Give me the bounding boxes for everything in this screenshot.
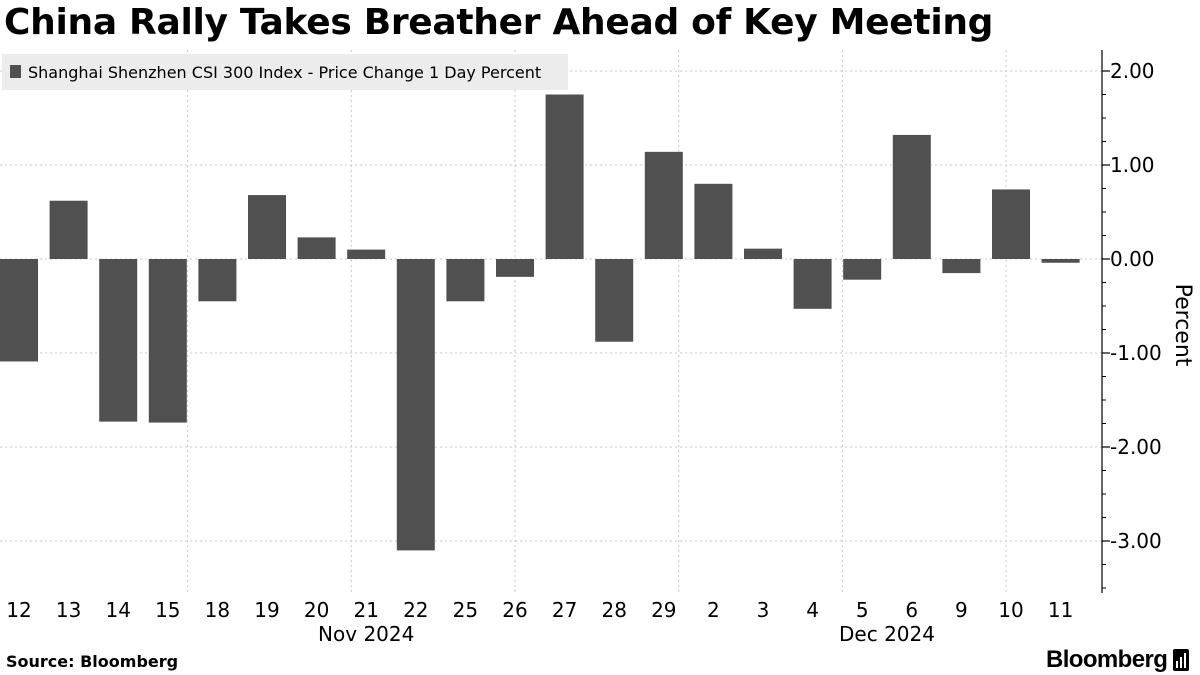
x-tick-label: 11 bbox=[1048, 598, 1073, 622]
bar-19 bbox=[248, 195, 286, 259]
brand-text: Bloomberg bbox=[1046, 646, 1168, 673]
x-tick-label: 29 bbox=[651, 598, 676, 622]
bars bbox=[0, 94, 1080, 551]
bar-5 bbox=[843, 259, 882, 280]
x-tick-label: 28 bbox=[601, 598, 626, 622]
x-tick-label: 13 bbox=[56, 598, 81, 622]
bar-10 bbox=[992, 189, 1030, 259]
bar-6 bbox=[892, 134, 931, 259]
y-tick-label: -2.00 bbox=[1110, 435, 1162, 459]
x-tick-label: 26 bbox=[502, 598, 527, 622]
bar-21 bbox=[347, 249, 386, 259]
x-tick-label: 19 bbox=[254, 598, 279, 622]
bloomberg-logo-icon bbox=[1173, 649, 1190, 671]
x-tick-label: 10 bbox=[998, 598, 1023, 622]
x-tick-label: 22 bbox=[403, 598, 428, 622]
legend: Shanghai Shenzhen CSI 300 Index - Price … bbox=[2, 54, 568, 90]
x-month-label: Nov 2024 bbox=[318, 622, 414, 646]
bar-26 bbox=[496, 259, 534, 277]
x-tick-label: 5 bbox=[856, 598, 869, 622]
x-tick-label: 21 bbox=[353, 598, 378, 622]
x-tick-label: 14 bbox=[105, 598, 130, 622]
x-tick-label: 27 bbox=[552, 598, 577, 622]
bloomberg-logo: Bloomberg bbox=[1046, 646, 1190, 674]
x-tick-label: 9 bbox=[955, 598, 968, 622]
x-tick-label: 12 bbox=[6, 598, 31, 622]
y-tick-label: -1.00 bbox=[1110, 341, 1162, 365]
chart-title: China Rally Takes Breather Ahead of Key … bbox=[4, 2, 994, 43]
y-axis: 2.00 1.00 0.00 -1.00 -2.00 -3.00 bbox=[1101, 50, 1162, 593]
x-tick-label: 20 bbox=[304, 598, 329, 622]
bar-15 bbox=[148, 259, 187, 423]
x-tick-label: 18 bbox=[205, 598, 230, 622]
source-note: Source: Bloomberg bbox=[6, 652, 179, 671]
bar-28 bbox=[595, 259, 634, 342]
y-tick-label: 2.00 bbox=[1110, 59, 1155, 83]
x-tick-label: 25 bbox=[453, 598, 478, 622]
bar-25 bbox=[446, 259, 485, 302]
x-tick-label: 4 bbox=[806, 598, 819, 622]
x-tick-label: 3 bbox=[757, 598, 770, 622]
x-tick-label: 2 bbox=[707, 598, 720, 622]
legend-swatch bbox=[10, 65, 21, 78]
y-axis-label: Percent bbox=[1170, 284, 1195, 367]
bar-4 bbox=[793, 259, 832, 309]
bar-9 bbox=[942, 259, 981, 274]
bar-14 bbox=[99, 259, 138, 422]
bar-27 bbox=[545, 94, 584, 259]
bar-20 bbox=[297, 237, 336, 259]
bar-11 bbox=[1041, 259, 1080, 263]
bar-12 bbox=[0, 259, 38, 362]
x-month-label: Dec 2024 bbox=[839, 622, 935, 646]
bar-13 bbox=[49, 200, 88, 259]
legend-label: Shanghai Shenzhen CSI 300 Index - Price … bbox=[28, 63, 541, 82]
y-tick-label: 0.00 bbox=[1110, 247, 1155, 271]
x-tick-label: 6 bbox=[905, 598, 918, 622]
x-axis-labels: 12 13 14 15 18 19 20 21 22 25 26 27 28 29 2 3 4 5 6 9 10 11 No… bbox=[6, 598, 1073, 646]
y-tick-label: 1.00 bbox=[1110, 153, 1155, 177]
bar-18 bbox=[198, 259, 237, 302]
x-tick-label: 15 bbox=[155, 598, 180, 622]
bar-22 bbox=[396, 259, 435, 551]
y-tick-label: -3.00 bbox=[1110, 529, 1162, 553]
bar-2 bbox=[694, 183, 733, 259]
bar-3 bbox=[744, 248, 782, 259]
legend-background bbox=[2, 54, 568, 90]
bar-29 bbox=[644, 151, 683, 259]
